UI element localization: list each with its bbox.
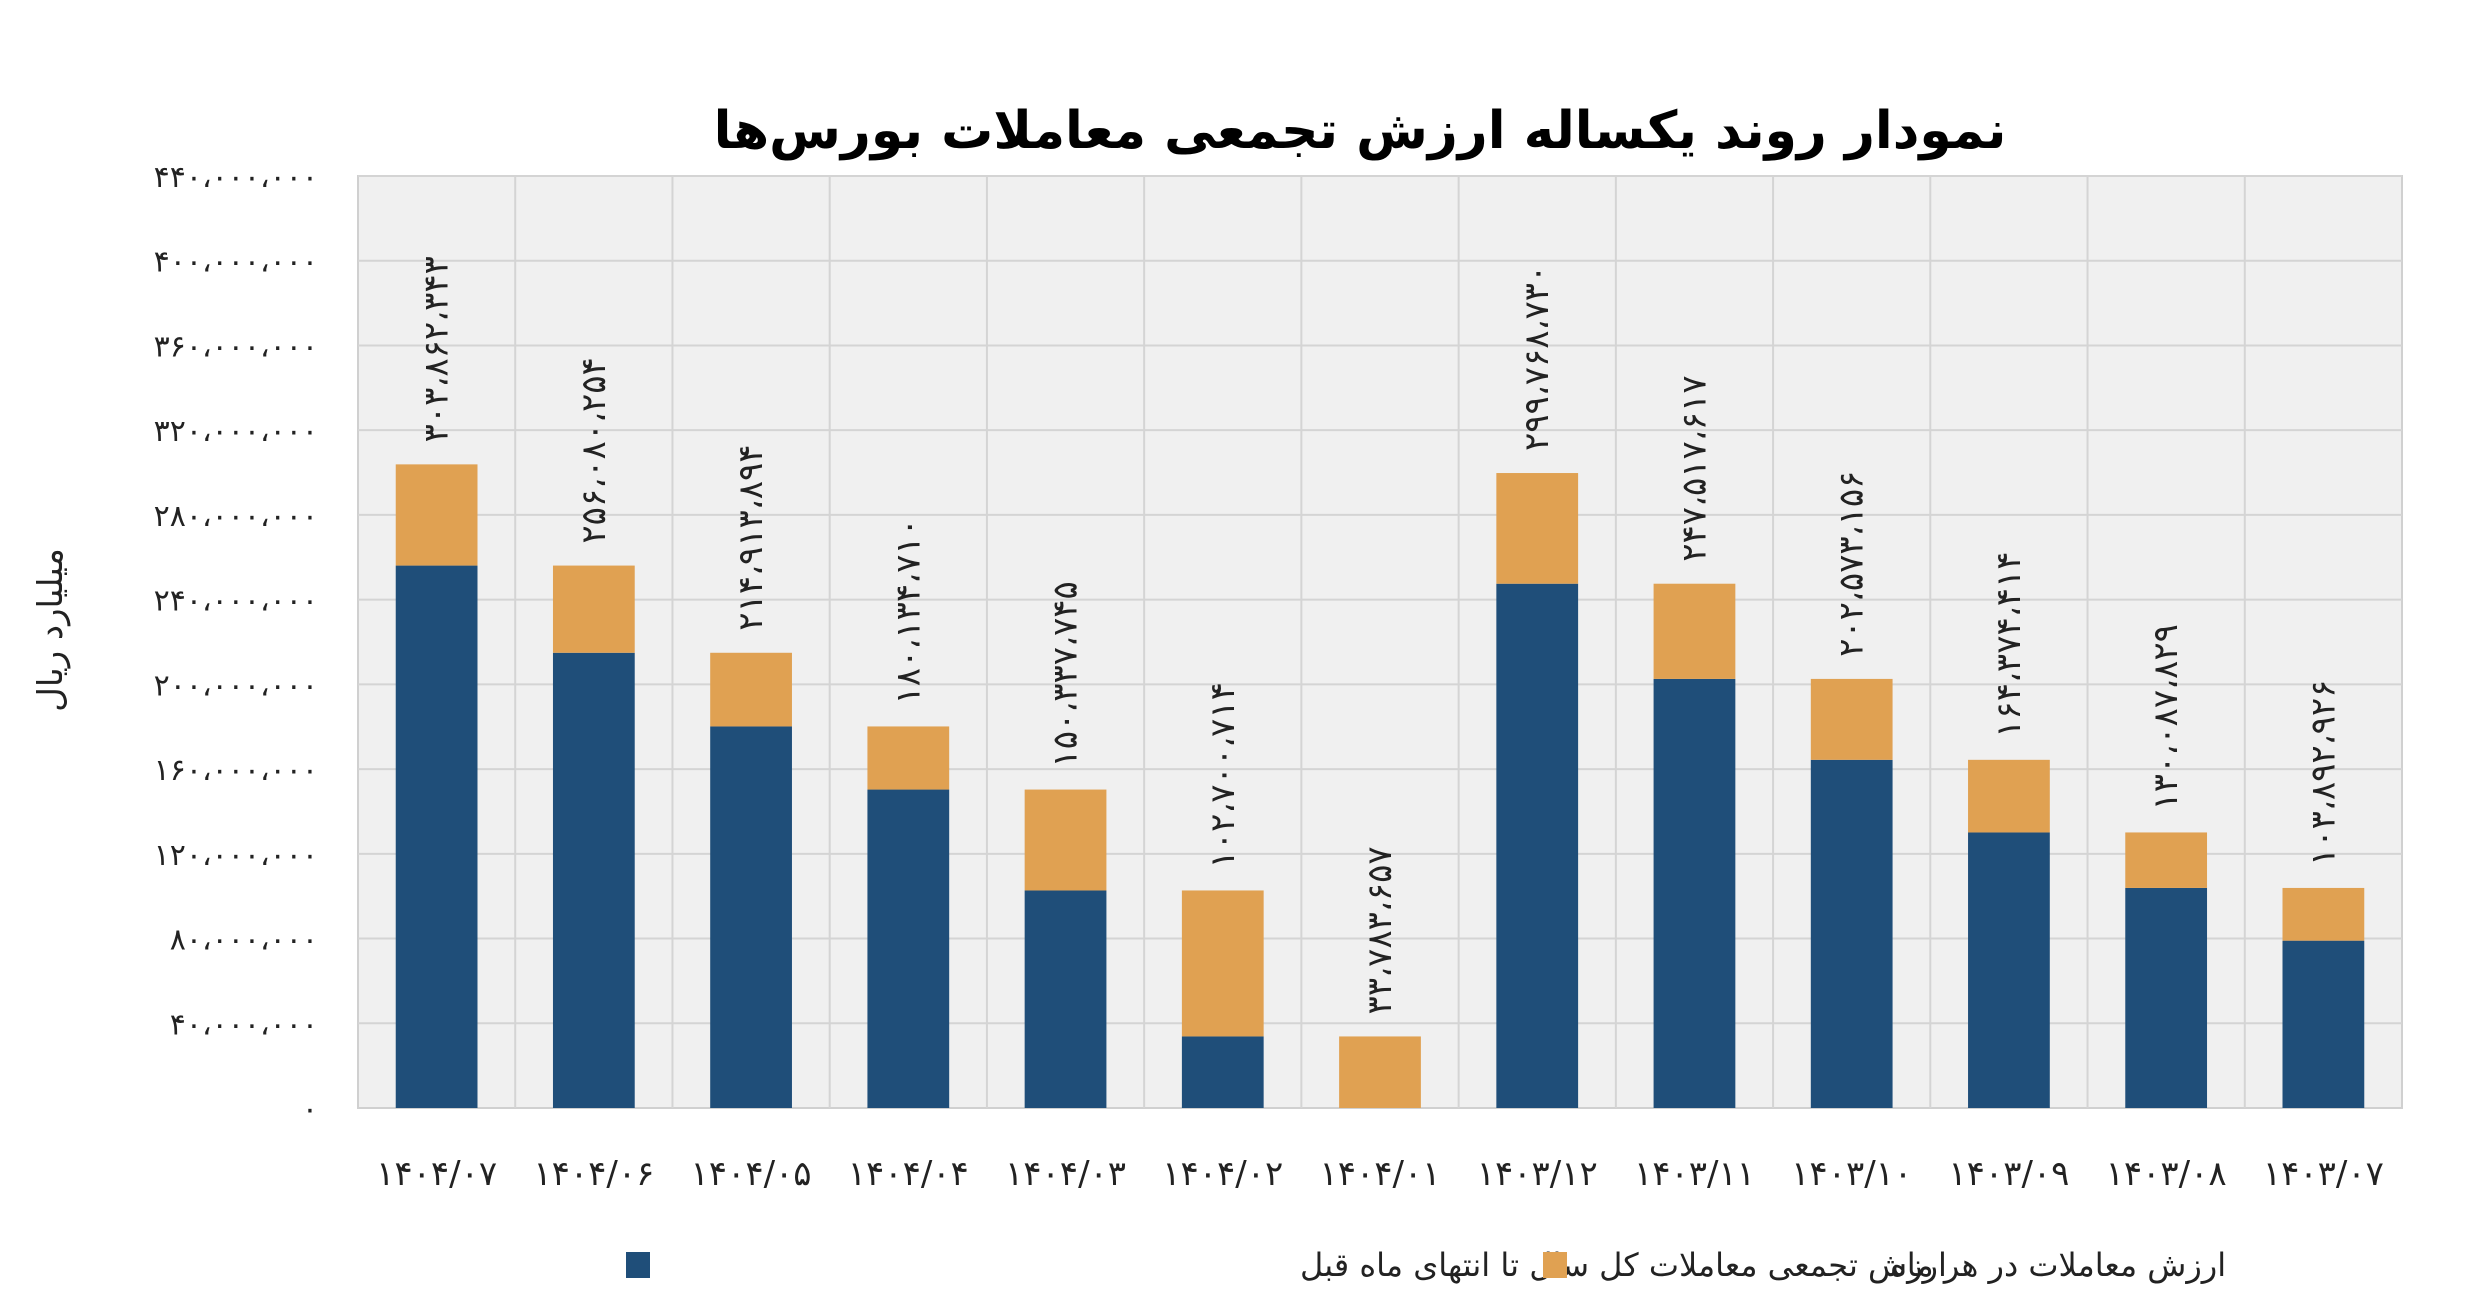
data-label: ۱۵۰،۳۳۷،۷۴۵ [1046, 581, 1086, 767]
bar-cumulative [1810, 759, 1893, 1108]
x-tick-label: ۱۴۰۴/۰۳ [1005, 1154, 1126, 1194]
data-label: ۲۵۶،۰۸۰،۲۵۴ [574, 357, 614, 543]
x-tick-label: ۱۴۰۳/۱۲ [1477, 1154, 1598, 1194]
y-tick-label: ۸۰،۰۰۰،۰۰۰ [170, 923, 318, 958]
x-tick-label: ۱۴۰۴/۰۵ [691, 1154, 812, 1194]
data-label: ۱۰۳،۸۹۲،۹۲۶ [2303, 680, 2343, 866]
bar-cumulative [2282, 940, 2365, 1108]
x-tick-label: ۱۴۰۴/۰۶ [533, 1154, 654, 1194]
x-tick-label: ۱۴۰۴/۰۱ [1319, 1154, 1440, 1194]
y-tick-label: ۲۴۰،۰۰۰،۰۰۰ [154, 584, 318, 619]
y-axis-ticks: ۰ ۴۰،۰۰۰،۰۰۰ ۸۰،۰۰۰،۰۰۰ ۱۲۰،۰۰۰،۰۰۰ ۱۶۰،۰۰۰،… [154, 160, 318, 1127]
bar-cumulative [395, 565, 478, 1108]
data-label: ۳۳،۷۸۳،۶۵۷ [1360, 846, 1400, 1014]
legend-swatch-monthly [1543, 1252, 1567, 1278]
bar-monthly [1024, 789, 1107, 891]
bar-monthly [395, 464, 478, 566]
y-tick-label: ۴۰۰،۰۰۰،۰۰۰ [154, 245, 318, 280]
data-label: ۲۰۲،۵۷۳،۱۵۶ [1832, 471, 1872, 657]
data-label: ۱۳۰،۰۸۷،۸۲۹ [2146, 624, 2186, 810]
bar-monthly [2125, 832, 2208, 888]
bar-monthly [1810, 678, 1893, 760]
x-tick-label: ۱۴۰۳/۱۱ [1634, 1154, 1755, 1194]
bar-cumulative [867, 789, 950, 1108]
bar-monthly [1653, 583, 1736, 679]
y-tick-label: ۱۲۰،۰۰۰،۰۰۰ [154, 838, 318, 873]
legend-label-cumulative: ارزش تجمعی معاملات کل سال تا انتهای ماه … [1300, 1246, 1947, 1284]
legend-label-monthly: ارزش معاملات در هر ماه [1890, 1246, 2226, 1284]
x-tick-label: ۱۴۰۳/۰۹ [1948, 1154, 2069, 1194]
bar-cumulative [1496, 583, 1579, 1108]
bar-monthly [1496, 473, 1579, 584]
gridlines [358, 175, 2402, 1108]
data-label: ۳۰۳،۸۶۲،۳۴۳ [417, 256, 457, 442]
bar-monthly [1339, 1036, 1421, 1108]
bar-monthly [552, 565, 635, 653]
bar-monthly [1181, 890, 1264, 1037]
bar-cumulative [1653, 678, 1736, 1108]
bar-cumulative [1968, 832, 2050, 1108]
bar-cumulative [1024, 890, 1107, 1108]
chart-title: نمودار روند یکساله ارزش تجمعی معاملات بو… [714, 101, 2007, 161]
y-tick-label: ۳۶۰،۰۰۰،۰۰۰ [154, 329, 318, 364]
bar-cumulative [552, 652, 635, 1108]
bar-monthly [867, 726, 950, 790]
plot-area [357, 175, 2403, 1109]
x-tick-label: ۱۴۰۴/۰۷ [376, 1154, 497, 1194]
y-tick-label: ۴۴۰،۰۰۰،۰۰۰ [154, 160, 318, 195]
x-tick-label: ۱۴۰۳/۱۰ [1791, 1154, 1912, 1194]
data-labels: ۳۰۳،۸۶۲،۳۴۳ ۲۵۶،۰۸۰،۲۵۴ ۲۱۴،۹۱۳،۸۹۴ ۱۸۰،۱۳۴… [417, 256, 2344, 1014]
bar-monthly [710, 652, 792, 727]
bars [395, 464, 2365, 1108]
data-label: ۲۴۷،۵۱۷،۶۱۷ [1674, 375, 1714, 561]
legend: ارزش تجمعی معاملات کل سال تا انتهای ماه … [626, 1246, 2226, 1284]
x-tick-label: ۱۴۰۳/۰۸ [2106, 1154, 2227, 1194]
bar-cumulative [710, 726, 792, 1108]
bar-cumulative [2125, 887, 2208, 1108]
data-label: ۱۰۲،۷۰۰،۷۱۴ [1203, 682, 1243, 868]
legend-swatch-cumulative [626, 1252, 650, 1278]
y-axis-label: میلیارد ریال [31, 548, 71, 712]
y-tick-label: ۰ [302, 1092, 318, 1127]
y-tick-label: ۴۰،۰۰۰،۰۰۰ [170, 1007, 318, 1042]
x-tick-label: ۱۴۰۴/۰۲ [1162, 1154, 1283, 1194]
data-label: ۲۱۴،۹۱۳،۸۹۴ [731, 444, 771, 630]
bar-monthly [1968, 759, 2050, 833]
data-label: ۱۸۰،۱۳۴،۷۱۰ [888, 518, 928, 704]
y-tick-label: ۲۰۰،۰۰۰،۰۰۰ [154, 668, 318, 703]
x-axis-ticks: ۱۴۰۴/۰۷ ۱۴۰۴/۰۶ ۱۴۰۴/۰۵ ۱۴۰۴/۰۴ ۱۴۰۴/۰۳ ۱۴۰۴/… [376, 1154, 2384, 1194]
bar-monthly [2282, 887, 2365, 941]
y-tick-label: ۱۶۰،۰۰۰،۰۰۰ [154, 753, 318, 788]
x-tick-label: ۱۴۰۳/۰۷ [2263, 1154, 2384, 1194]
y-tick-label: ۲۸۰،۰۰۰،۰۰۰ [154, 499, 318, 534]
bar-cumulative [1181, 1036, 1264, 1108]
y-tick-label: ۳۲۰،۰۰۰،۰۰۰ [154, 414, 318, 449]
x-tick-label: ۱۴۰۴/۰۴ [848, 1154, 969, 1194]
data-label: ۲۹۹،۷۶۸،۷۳۰ [1517, 265, 1557, 451]
data-label: ۱۶۴،۳۷۴،۴۱۴ [1989, 552, 2029, 738]
